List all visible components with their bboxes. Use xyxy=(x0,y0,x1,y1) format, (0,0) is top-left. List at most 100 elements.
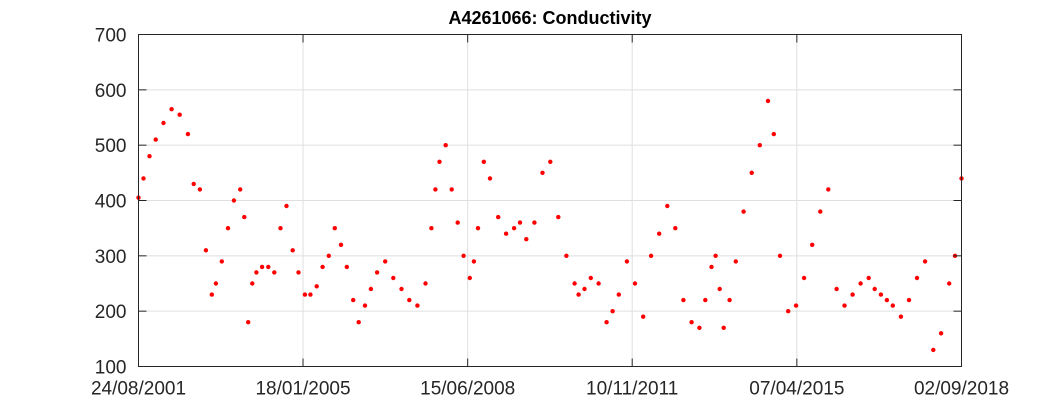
data-point xyxy=(320,264,325,270)
data-point xyxy=(246,320,251,325)
data-point xyxy=(765,98,771,104)
data-point xyxy=(356,320,361,325)
data-point xyxy=(872,286,877,292)
data-point xyxy=(632,281,638,286)
data-point xyxy=(524,237,529,242)
data-point xyxy=(641,314,646,319)
data-point xyxy=(503,231,509,236)
data-point xyxy=(826,187,831,192)
data-point xyxy=(437,159,442,164)
y-tick-label: 500 xyxy=(95,136,127,157)
data-point xyxy=(475,226,481,231)
data-point xyxy=(203,248,209,253)
data-point xyxy=(842,303,847,308)
data-point xyxy=(576,292,581,297)
data-point xyxy=(914,275,920,281)
data-point xyxy=(238,187,243,192)
data-point xyxy=(383,259,388,264)
data-point xyxy=(713,253,718,258)
data-point xyxy=(284,203,289,209)
x-tick-label: 07/04/2015 xyxy=(749,379,844,400)
data-point xyxy=(197,187,203,192)
data-point xyxy=(191,181,196,187)
data-point xyxy=(511,226,517,231)
data-point xyxy=(604,320,609,325)
data-point xyxy=(250,281,255,286)
data-point xyxy=(423,281,428,286)
data-point xyxy=(757,143,762,148)
data-point xyxy=(449,187,454,192)
data-point xyxy=(786,309,791,314)
x-tick-label: 02/09/2018 xyxy=(914,379,1009,400)
data-point xyxy=(213,281,219,286)
data-point xyxy=(461,253,466,258)
data-point xyxy=(947,281,952,286)
data-point xyxy=(308,292,313,297)
x-tick-label: 15/06/2008 xyxy=(420,379,515,400)
data-point xyxy=(922,259,928,264)
data-point xyxy=(556,214,561,220)
grid-lines xyxy=(138,34,962,367)
data-point xyxy=(344,264,349,270)
y-tick-label: 200 xyxy=(95,302,127,323)
data-point xyxy=(733,259,738,264)
data-point xyxy=(429,226,434,231)
data-point xyxy=(471,259,477,264)
data-point xyxy=(272,270,277,275)
data-point xyxy=(399,286,404,292)
data-point xyxy=(697,325,702,330)
data-point xyxy=(153,137,158,142)
data-point xyxy=(673,226,678,231)
data-point xyxy=(878,292,884,297)
data-point xyxy=(572,281,577,286)
data-point xyxy=(147,154,152,159)
data-point xyxy=(717,286,722,292)
data-point xyxy=(665,203,670,209)
data-point xyxy=(278,226,283,231)
data-point xyxy=(850,292,855,297)
data-point xyxy=(890,303,895,308)
x-tick-label: 18/01/2005 xyxy=(255,379,350,400)
data-point xyxy=(532,220,537,225)
data-point xyxy=(884,297,890,303)
data-point xyxy=(351,297,356,303)
data-point xyxy=(141,176,146,181)
data-points xyxy=(136,98,964,353)
data-point xyxy=(443,143,448,148)
data-point xyxy=(709,264,714,270)
y-tick-label: 700 xyxy=(95,26,127,47)
data-point xyxy=(582,286,587,292)
data-point xyxy=(259,264,265,270)
data-point xyxy=(407,297,412,303)
data-point xyxy=(564,253,569,258)
data-point xyxy=(302,292,308,297)
data-point xyxy=(689,320,694,325)
data-point xyxy=(185,131,191,137)
data-point xyxy=(616,292,621,297)
data-point xyxy=(481,159,486,164)
data-point xyxy=(681,297,686,303)
data-point xyxy=(368,286,374,292)
data-point xyxy=(727,297,732,303)
data-point xyxy=(415,303,420,308)
data-point xyxy=(219,259,224,264)
data-point xyxy=(938,331,944,336)
data-point xyxy=(177,112,182,117)
data-point xyxy=(906,297,912,303)
data-point xyxy=(898,314,904,319)
data-point xyxy=(391,275,396,281)
data-point xyxy=(209,292,214,297)
data-point xyxy=(242,214,247,220)
data-point xyxy=(161,120,166,126)
data-point xyxy=(169,107,174,112)
data-point xyxy=(866,275,871,281)
chart-title: A4261066: Conductivity xyxy=(448,8,651,28)
data-point xyxy=(858,281,863,286)
data-point xyxy=(540,170,545,175)
data-point xyxy=(771,131,776,137)
x-tick-label: 24/08/2001 xyxy=(91,379,186,400)
data-point xyxy=(326,253,331,258)
data-point xyxy=(810,242,815,247)
data-point xyxy=(338,242,344,247)
data-point xyxy=(801,275,807,281)
